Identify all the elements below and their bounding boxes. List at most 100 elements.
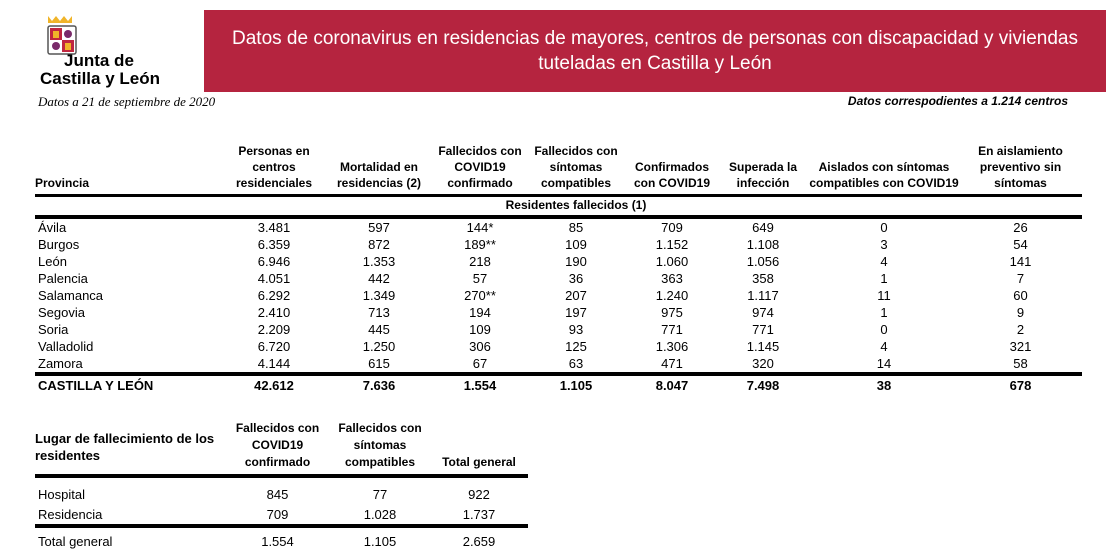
header-cell: Superada la infección xyxy=(728,159,798,190)
cell-value: 1.250 xyxy=(362,338,396,354)
table-row: Residencia 709 1.028 1.737 xyxy=(35,504,528,528)
cell-value: 6.359 xyxy=(257,236,291,252)
cell-value: 771 xyxy=(752,321,774,337)
table-row: Salamanca 6.292 1.349 270** 207 1.240 1.117 11 6… xyxy=(35,287,1082,304)
cell-value: 93 xyxy=(568,321,584,337)
cell-value: 2.209 xyxy=(257,321,291,337)
header-cell: Provincia xyxy=(35,175,90,190)
cell-value: 709 xyxy=(661,219,683,235)
header-cell: Lugar de fallecimiento de los residentes xyxy=(35,420,225,478)
cell-value: 85 xyxy=(568,219,584,235)
cell-value: 109 xyxy=(469,321,491,337)
cell-value: 1.117 xyxy=(747,287,779,303)
title-banner: Datos de coronavirus en residencias de m… xyxy=(204,10,1106,92)
row-label: León xyxy=(38,253,67,269)
row-label: Soria xyxy=(38,321,69,337)
cell-value: 306 xyxy=(469,338,491,354)
page-title: Datos de coronavirus en residencias de m… xyxy=(232,28,1078,74)
cell-value: 197 xyxy=(565,304,587,320)
cell-value: 141 xyxy=(1009,253,1032,269)
subheader-residentes-fallecidos: Residentes fallecidos (1) xyxy=(435,193,717,219)
cell-value: 771 xyxy=(661,321,683,337)
cell-value: 320 xyxy=(752,355,774,371)
cell-value: 363 xyxy=(661,270,683,286)
table-row: Hospital 845 77 922 xyxy=(35,476,528,504)
cell-value: 6.946 xyxy=(257,253,291,269)
cell-value: 974 xyxy=(752,304,774,320)
row-label: Salamanca xyxy=(38,287,104,303)
row-label: Ávila xyxy=(38,219,67,235)
cell-value: 3 xyxy=(880,236,888,252)
header-cell: Fallecidos con COVID19 confirmado xyxy=(225,420,330,478)
cell-value: 194 xyxy=(469,304,491,320)
cell-value: 189** xyxy=(464,236,496,252)
cell-value: 54 xyxy=(1013,236,1028,252)
cell-value: 709 xyxy=(225,504,330,528)
cell-value: 0 xyxy=(880,321,888,337)
table-row: León 6.946 1.353 218 190 1.060 1.056 4 141 xyxy=(35,253,1082,270)
logo-line-2: Castilla y León xyxy=(40,69,160,88)
cell-value: 1.737 xyxy=(430,504,528,528)
cell-value: 442 xyxy=(368,270,390,286)
cell-value: 67 xyxy=(472,355,488,371)
cell-value: 14 xyxy=(876,355,892,371)
crest-icon xyxy=(47,16,77,55)
header-cell: Fallecidos con COVID19 confirmado xyxy=(438,143,522,190)
header-cell: Confirmados con COVID19 xyxy=(633,159,711,190)
header-cell: Aislados con síntomas compatibles con CO… xyxy=(809,159,959,190)
cell-value: 1.105 xyxy=(525,371,627,395)
cell-value: 144* xyxy=(466,219,494,235)
cell-value: 4 xyxy=(880,338,888,354)
cell-value: 109 xyxy=(565,236,587,252)
row-label: Total general xyxy=(38,533,113,549)
cell-value: 9 xyxy=(1016,304,1025,320)
cell-value: 678 xyxy=(959,371,1082,395)
cell-value: 1.306 xyxy=(655,338,689,354)
cell-value: 58 xyxy=(1013,355,1028,371)
table-row: Soria 2.209 445 109 93 771 771 0 2 xyxy=(35,321,1082,338)
cell-value: 2 xyxy=(1016,321,1025,337)
cell-value: 1.554 xyxy=(435,371,525,395)
cell-value: 7 xyxy=(1016,270,1025,286)
table-row: Palencia 4.051 442 57 36 363 358 1 7 xyxy=(35,270,1082,287)
logo-line-1: Junta de xyxy=(64,51,134,70)
cell-value: 615 xyxy=(368,355,390,371)
cell-value: 4 xyxy=(880,253,888,269)
cell-value: 270** xyxy=(464,287,496,303)
cell-value: 6.292 xyxy=(257,287,291,303)
total-row: Total general 1.554 1.105 2.659 xyxy=(35,526,528,554)
cell-value: 1.108 xyxy=(746,236,780,252)
cell-value: 471 xyxy=(661,355,683,371)
cell-value: 8.047 xyxy=(627,371,717,395)
cell-value: 649 xyxy=(752,219,774,235)
cell-value: 713 xyxy=(368,304,390,320)
cell-value: 1.349 xyxy=(362,287,396,303)
logo-text: Junta de Castilla y León xyxy=(40,52,160,88)
cell-value: 11 xyxy=(877,287,891,303)
cell-value: 1.028 xyxy=(330,504,430,528)
cell-value: 1.056 xyxy=(746,253,780,269)
cell-value: 1.145 xyxy=(746,338,780,354)
cell-value: 125 xyxy=(565,338,587,354)
cell-value: 4.051 xyxy=(257,270,291,286)
cell-value: 845 xyxy=(266,486,289,502)
cell-value: 445 xyxy=(368,321,390,337)
cell-value: 1.353 xyxy=(362,253,396,269)
total-row: CASTILLA Y LEÓN 42.612 7.636 1.554 1.105 8.04… xyxy=(35,371,1082,395)
cell-value: 358 xyxy=(752,270,774,286)
cell-value: 922 xyxy=(468,486,490,502)
cell-value: 321 xyxy=(1009,338,1032,354)
cell-value: 77 xyxy=(372,486,388,502)
header-cell: En aislamiento preventivo sin síntomas xyxy=(978,143,1063,190)
header-cell: Fallecidos con síntomas compatibles xyxy=(534,143,618,190)
cell-value: 207 xyxy=(565,287,587,303)
table-row: Ávila 3.481 597 144* 85 709 649 0 26 xyxy=(35,217,1082,236)
cell-value: 7.498 xyxy=(717,371,809,395)
row-label: Segovia xyxy=(38,304,85,320)
cell-value: 6.720 xyxy=(257,338,291,354)
table-row: Zamora 4.144 615 67 63 471 320 14 58 xyxy=(35,355,1082,374)
row-label: Residencia xyxy=(35,504,225,528)
cell-value: 872 xyxy=(368,236,390,252)
row-label: Zamora xyxy=(38,355,83,371)
table-row: Segovia 2.410 713 194 197 975 974 1 9 xyxy=(35,304,1082,321)
